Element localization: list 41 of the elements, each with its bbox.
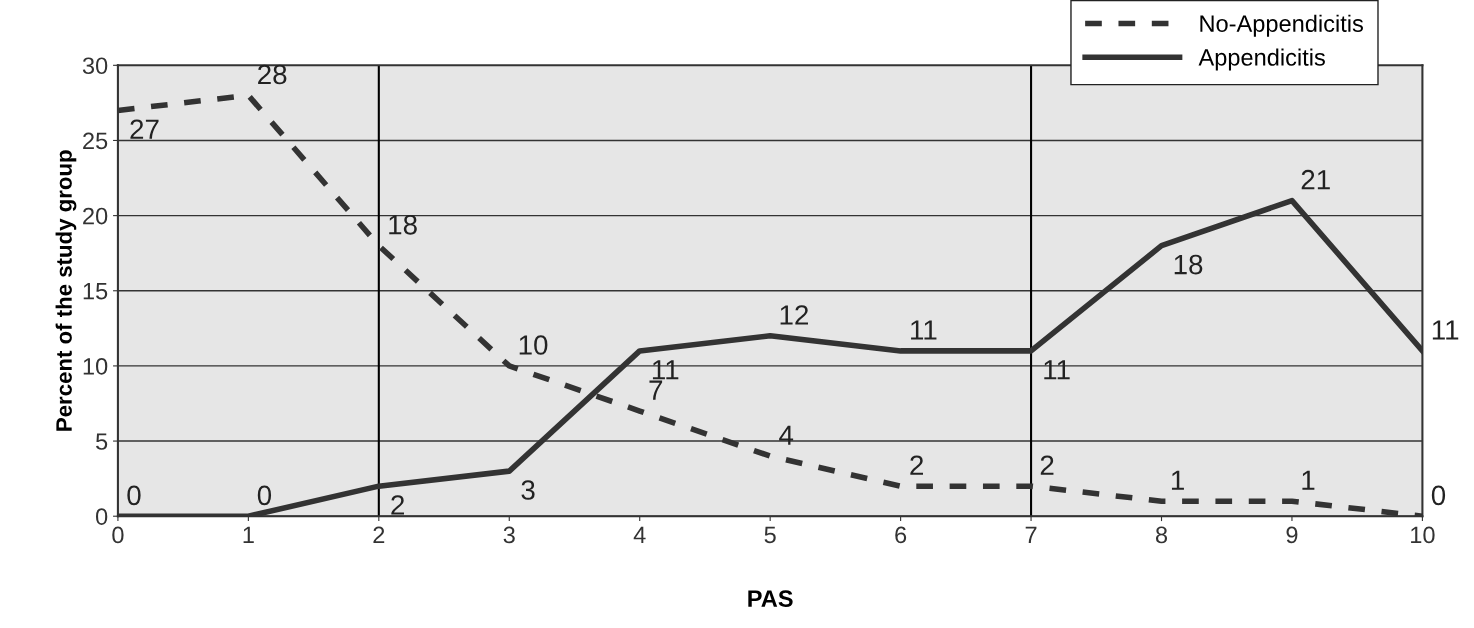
data-label: 1 <box>1171 470 1184 490</box>
x-tick-label: 4 <box>633 526 646 544</box>
data-label: 11 <box>1432 320 1459 340</box>
x-tick-label: 7 <box>1025 526 1037 544</box>
data-label: 10 <box>519 335 548 355</box>
data-label: 11 <box>911 320 937 340</box>
data-label: 3 <box>521 480 535 500</box>
legend-label: No-Appendicitis <box>1200 14 1363 37</box>
y-tick-label: 20 <box>83 207 108 225</box>
y-tick-label: 30 <box>82 57 108 75</box>
data-label: 1 <box>1302 470 1315 490</box>
data-label: 0 <box>127 485 141 506</box>
y-tick-label: 5 <box>96 433 108 450</box>
x-tick-label: 10 <box>1411 526 1435 544</box>
data-label: 2 <box>1040 455 1054 475</box>
x-tick-label: 9 <box>1286 526 1298 544</box>
data-label: 12 <box>780 305 808 325</box>
x-tick-label: 1 <box>243 526 254 544</box>
data-label: 0 <box>257 485 272 506</box>
x-tick-label: 2 <box>373 526 385 544</box>
x-axis-title: PAS <box>748 590 793 607</box>
y-tick-label: 0 <box>95 508 108 525</box>
data-label: 0 <box>1431 485 1446 506</box>
x-tick-label: 8 <box>1155 526 1168 544</box>
y-tick-label: 10 <box>83 357 108 375</box>
data-label: 2 <box>910 455 923 475</box>
legend-label: Appendicitis <box>1198 48 1325 71</box>
data-label: 7 <box>649 380 663 400</box>
data-label: 18 <box>1174 254 1203 275</box>
data-label: 18 <box>389 214 417 235</box>
x-tick-label: 5 <box>764 526 776 544</box>
x-tick-label: 6 <box>895 526 907 544</box>
data-label: 28 <box>258 64 287 85</box>
data-label: 21 <box>1301 169 1330 190</box>
data-label: 27 <box>130 119 159 139</box>
x-tick-label: 0 <box>112 526 124 544</box>
y-tick-label: 15 <box>83 283 108 300</box>
data-label: 2 <box>391 495 404 515</box>
x-tick-label: 3 <box>503 526 515 544</box>
y-axis-title: Percent of the study group <box>55 150 77 431</box>
y-tick-label: 25 <box>83 132 108 150</box>
